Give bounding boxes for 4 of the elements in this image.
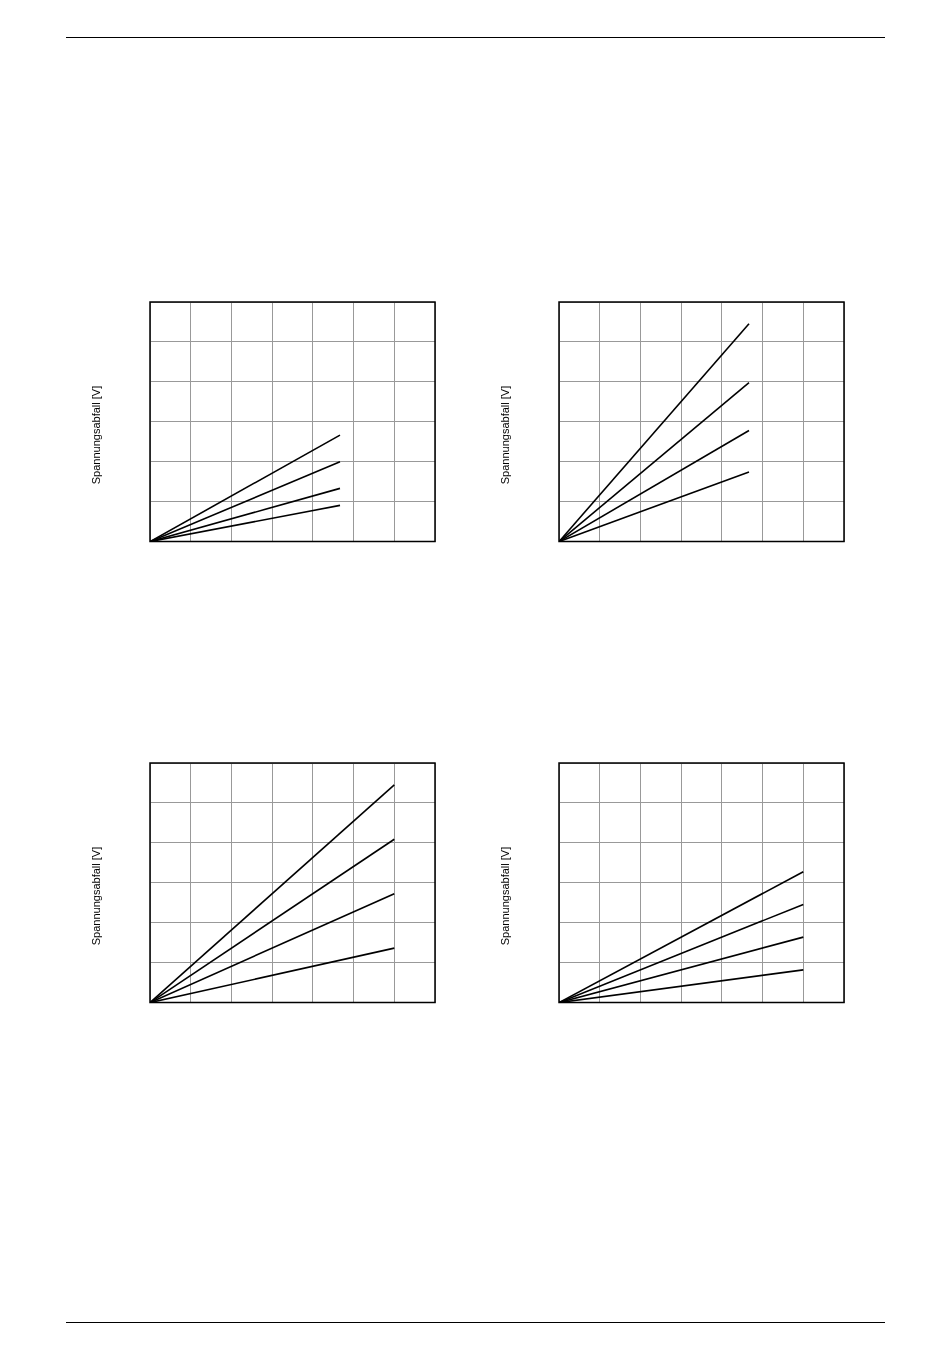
y-axis-title: Spannungsabfall [V] xyxy=(90,845,102,948)
y-axis-title: Spannungsabfall [V] xyxy=(499,384,511,487)
y-axis-title: Spannungsabfall [V] xyxy=(499,845,511,948)
y-axis-title: Spannungsabfall [V] xyxy=(90,384,102,487)
